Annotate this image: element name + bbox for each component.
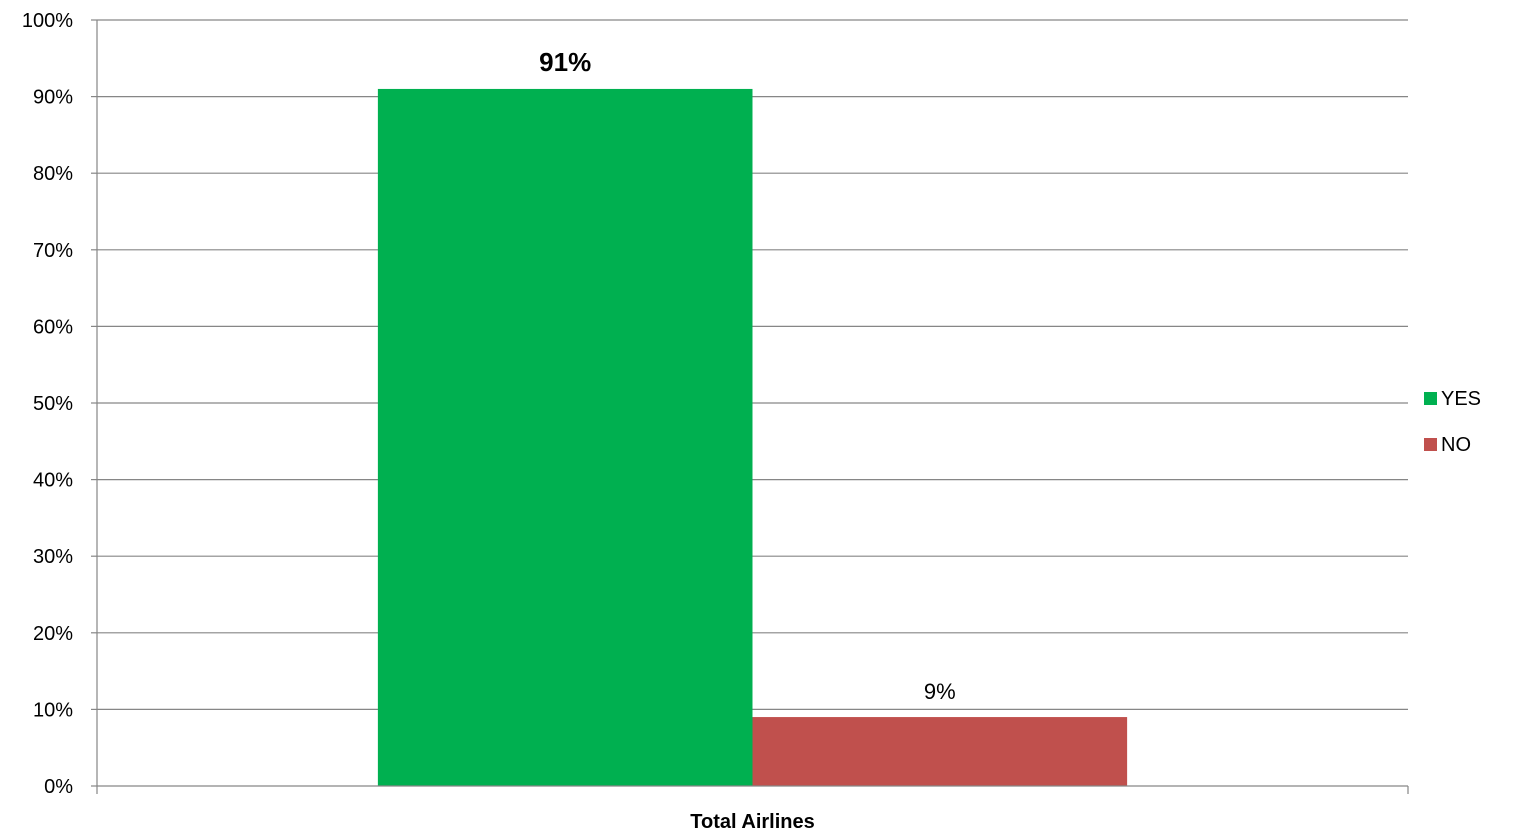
bars	[377, 88, 1128, 786]
axes	[91, 19, 1409, 794]
legend-label-yes: YES	[1441, 388, 1481, 410]
y-tick-label: 0%	[44, 776, 73, 798]
y-tick-label: 30%	[33, 546, 73, 568]
bar-yes	[377, 88, 753, 786]
data-label-yes: 91%	[539, 47, 591, 77]
y-tick-label: 20%	[33, 623, 73, 645]
y-tick-label: 40%	[33, 470, 73, 492]
data-label-no: 9%	[924, 679, 956, 704]
y-tick-label: 10%	[33, 699, 73, 721]
y-tick-label: 100%	[22, 10, 73, 32]
legend: YES NO	[1424, 388, 1481, 456]
legend-swatch-no	[1424, 438, 1437, 451]
y-tick-label: 80%	[33, 163, 73, 185]
y-tick-label: 70%	[33, 240, 73, 262]
x-category-label: Total Airlines	[690, 811, 814, 832]
legend-label-no: NO	[1441, 434, 1471, 456]
legend-swatch-yes	[1424, 392, 1437, 405]
y-tick-label: 50%	[33, 393, 73, 415]
labels: 0% 10% 20% 30% 40% 50% 60% 70% 80% 90% 100% 91% 9% To…	[22, 10, 956, 832]
y-tick-label: 90%	[33, 87, 73, 109]
bar-no	[752, 717, 1128, 786]
y-tick-label: 60%	[33, 316, 73, 338]
